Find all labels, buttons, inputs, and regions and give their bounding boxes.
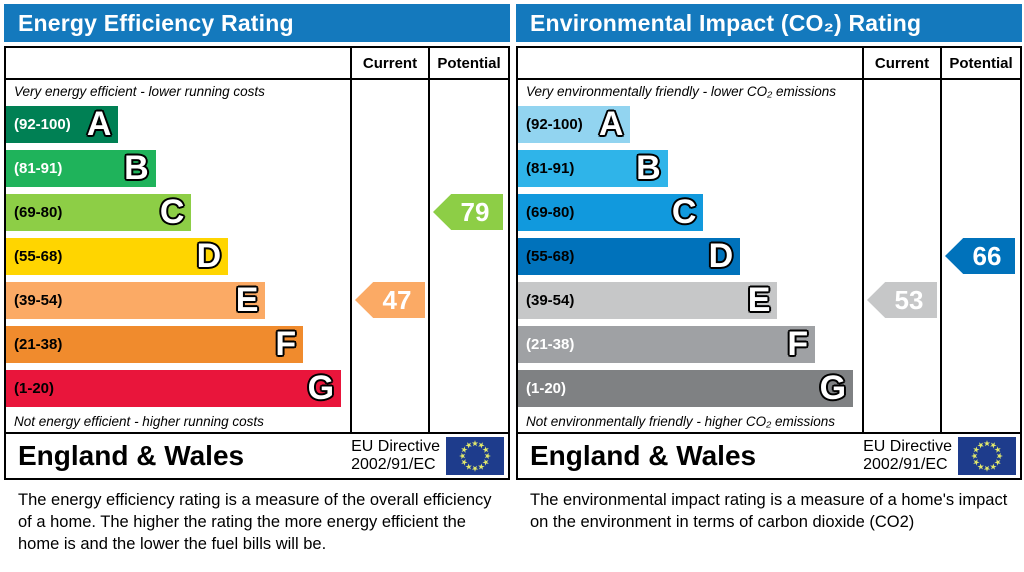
- band-range-label: (39-54): [14, 291, 63, 309]
- band-letter: B: [636, 149, 661, 187]
- current-rating-column: 47: [350, 80, 428, 432]
- environmental-rating-table: Current Potential Very environmentally f…: [516, 46, 1022, 480]
- band-c: (69-80) C: [518, 193, 704, 231]
- eu-flag-icon: [958, 437, 1016, 475]
- band-letter: E: [747, 281, 771, 319]
- potential-rating-arrow: 79: [433, 194, 503, 230]
- band-g: (1-20) G: [6, 369, 342, 407]
- top-caption: Very environmentally friendly - lower CO…: [526, 83, 836, 99]
- band-row-g: (1-20) G: [6, 366, 350, 410]
- table-footer: England & Wales EU Directive 2002/91/EC: [6, 432, 508, 478]
- table-body: Very environmentally friendly - lower CO…: [518, 80, 1020, 432]
- table-header-row: Current Potential: [6, 48, 508, 80]
- environmental-panel-title-bar: Environmental Impact (CO₂) Rating: [516, 4, 1022, 42]
- header-spacer: [6, 48, 350, 78]
- band-letter: F: [787, 325, 809, 363]
- band-row-b: (81-91) B: [518, 146, 862, 190]
- bottom-caption: Not environmentally friendly - higher CO…: [526, 413, 836, 429]
- band-range-label: (55-68): [14, 247, 63, 265]
- band-row-f: (21-38) F: [6, 322, 350, 366]
- band-letter: C: [671, 193, 697, 231]
- energy-description-text: The energy efficiency rating is a measur…: [18, 491, 492, 553]
- band-range-label: (92-100): [14, 115, 71, 133]
- band-d: (55-68) D: [6, 237, 229, 275]
- panel-title: Energy Efficiency Rating: [18, 9, 294, 36]
- potential-column-header: Potential: [940, 48, 1020, 78]
- current-column-header: Current: [862, 48, 940, 78]
- band-range-label: (81-91): [14, 159, 63, 177]
- band-row-d: (55-68) D: [6, 234, 350, 278]
- band-c: (69-80) C: [6, 193, 192, 231]
- band-e: (39-54) E: [518, 281, 778, 319]
- band-letter: C: [159, 193, 185, 231]
- current-rating-column: 53: [862, 80, 940, 432]
- band-letter: B: [124, 149, 149, 187]
- eu-flag-icon: [446, 437, 504, 475]
- band-range-label: (69-80): [526, 203, 575, 221]
- bands-area: Very energy efficient - lower running co…: [6, 80, 350, 432]
- energy-rating-table: Current Potential Very energy efficient …: [4, 46, 510, 480]
- potential-rating-column: 66: [940, 80, 1020, 432]
- region-label: England & Wales: [18, 440, 245, 471]
- current-rating-arrow: 47: [355, 282, 425, 318]
- band-row-a: (92-100) A: [518, 102, 862, 146]
- band-range-label: (21-38): [14, 335, 63, 353]
- table-footer: England & Wales EU Directive 2002/91/EC: [518, 432, 1020, 478]
- band-range-label: (69-80): [14, 203, 63, 221]
- table-body: Very energy efficient - lower running co…: [6, 80, 508, 432]
- band-row-c: (69-80) C: [518, 190, 862, 234]
- band-row-e: (39-54) E: [518, 278, 862, 322]
- band-row-e: (39-54) E: [6, 278, 350, 322]
- band-letter: D: [196, 237, 222, 275]
- band-range-label: (1-20): [526, 379, 567, 397]
- band-b: (81-91) B: [6, 149, 156, 187]
- band-range-label: (81-91): [526, 159, 575, 177]
- band-f: (21-38) F: [518, 325, 816, 363]
- energy-efficiency-panel: Energy Efficiency Rating Current Potenti…: [4, 4, 510, 555]
- band-f: (21-38) F: [6, 325, 304, 363]
- band-range-label: (1-20): [14, 379, 55, 397]
- top-caption: Very energy efficient - lower running co…: [14, 83, 265, 99]
- band-range-label: (39-54): [526, 291, 575, 309]
- panel-title: Environmental Impact (CO₂) Rating: [530, 9, 922, 36]
- header-spacer: [518, 48, 862, 78]
- eu-directive-label: EU Directive 2002/91/EC: [351, 438, 440, 473]
- band-d: (55-68) D: [518, 237, 741, 275]
- band-row-d: (55-68) D: [518, 234, 862, 278]
- region-label: England & Wales: [530, 440, 757, 471]
- band-a: (92-100) A: [6, 105, 119, 143]
- band-row-f: (21-38) F: [518, 322, 862, 366]
- band-letter: D: [708, 237, 734, 275]
- band-letter: E: [235, 281, 259, 319]
- environmental-impact-panel: Environmental Impact (CO₂) Rating Curren…: [516, 4, 1022, 534]
- band-row-g: (1-20) G: [518, 366, 862, 410]
- band-letter: F: [275, 325, 297, 363]
- eu-directive-label: EU Directive 2002/91/EC: [863, 438, 952, 473]
- band-letter: A: [86, 105, 112, 143]
- environmental-description-text: The environmental impact rating is a mea…: [530, 491, 1008, 531]
- current-rating-arrow: 53: [867, 282, 937, 318]
- band-row-c: (69-80) C: [6, 190, 350, 234]
- band-e: (39-54) E: [6, 281, 266, 319]
- bottom-caption: Not energy efficient - higher running co…: [14, 413, 264, 429]
- band-b: (81-91) B: [518, 149, 668, 187]
- band-a: (92-100) A: [518, 105, 631, 143]
- band-letter: A: [598, 105, 624, 143]
- band-range-label: (21-38): [526, 335, 575, 353]
- table-header-row: Current Potential: [518, 48, 1020, 80]
- potential-column-header: Potential: [428, 48, 508, 78]
- band-g: (1-20) G: [518, 369, 854, 407]
- potential-rating-column: 79: [428, 80, 508, 432]
- band-row-a: (92-100) A: [6, 102, 350, 146]
- energy-panel-title-bar: Energy Efficiency Rating: [4, 4, 510, 42]
- band-range-label: (92-100): [526, 115, 583, 133]
- band-letter: G: [819, 369, 847, 407]
- current-column-header: Current: [350, 48, 428, 78]
- band-letter: G: [307, 369, 335, 407]
- potential-rating-arrow: 66: [945, 238, 1015, 274]
- band-range-label: (55-68): [526, 247, 575, 265]
- band-row-b: (81-91) B: [6, 146, 350, 190]
- bands-area: Very environmentally friendly - lower CO…: [518, 80, 862, 432]
